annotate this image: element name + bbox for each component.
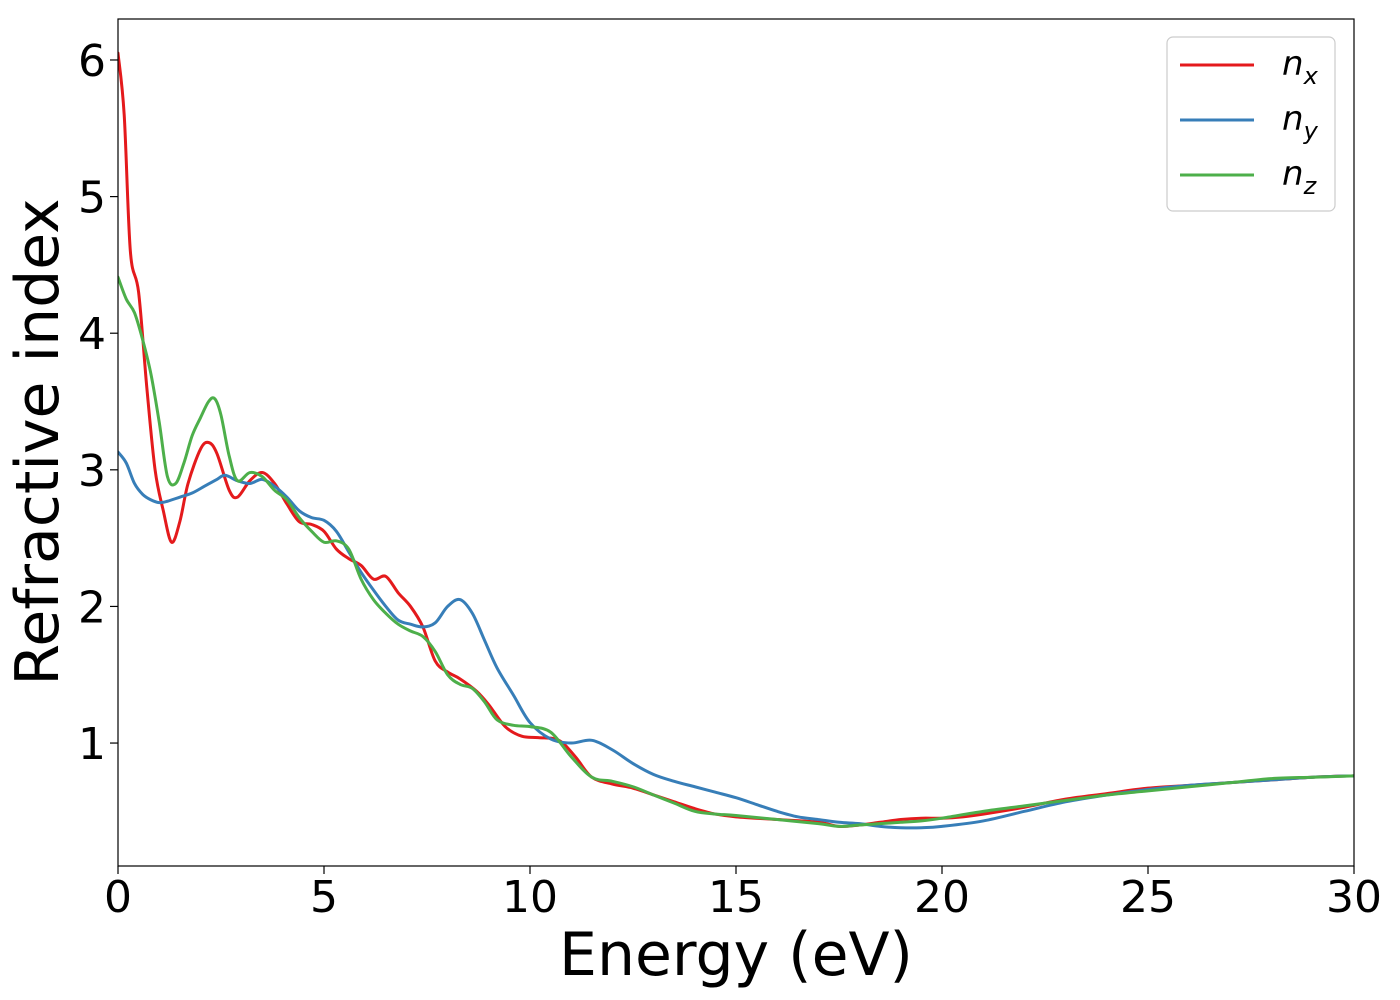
legend-label-base: n xyxy=(1282,99,1304,139)
x-tick-label: 10 xyxy=(502,872,558,923)
legend-label-base: n xyxy=(1282,154,1304,194)
series-layer xyxy=(118,51,1354,830)
y-tick-label: 3 xyxy=(78,446,106,497)
legend-box xyxy=(1166,36,1336,212)
y-tick-label: 1 xyxy=(78,719,106,770)
y-tick-label: 4 xyxy=(78,309,106,360)
legend-label-z: nz xyxy=(1282,154,1318,200)
x-tick-label: 20 xyxy=(914,872,970,923)
legend-label-subscript: z xyxy=(1303,172,1318,200)
x-tick-label: 0 xyxy=(104,872,132,923)
x-tick-label: 5 xyxy=(310,872,338,923)
x-tick-label: 25 xyxy=(1120,872,1176,923)
y-tick-label: 5 xyxy=(78,173,106,224)
legend-label-subscript: x xyxy=(1303,62,1319,90)
x-axis-title: Energy (eV) xyxy=(559,920,913,990)
y-tick-label: 6 xyxy=(78,36,106,87)
series-line-y xyxy=(118,450,1354,830)
legend-label-x: nx xyxy=(1282,44,1319,90)
y-tick-label: 2 xyxy=(78,582,106,633)
y-axis-title: Refractive index xyxy=(3,198,73,685)
x-tick-label: 30 xyxy=(1326,872,1382,923)
x-tick-label: 15 xyxy=(708,872,764,923)
legend-label-y: ny xyxy=(1282,99,1319,145)
legend-label-base: n xyxy=(1282,44,1304,84)
x-axis-ticks: 0 5 10 15 20 25 30 xyxy=(104,866,1382,923)
y-axis-ticks: 1 2 3 4 5 6 xyxy=(78,36,118,770)
legend-label-subscript: y xyxy=(1303,117,1319,145)
series-line-z xyxy=(118,275,1354,828)
